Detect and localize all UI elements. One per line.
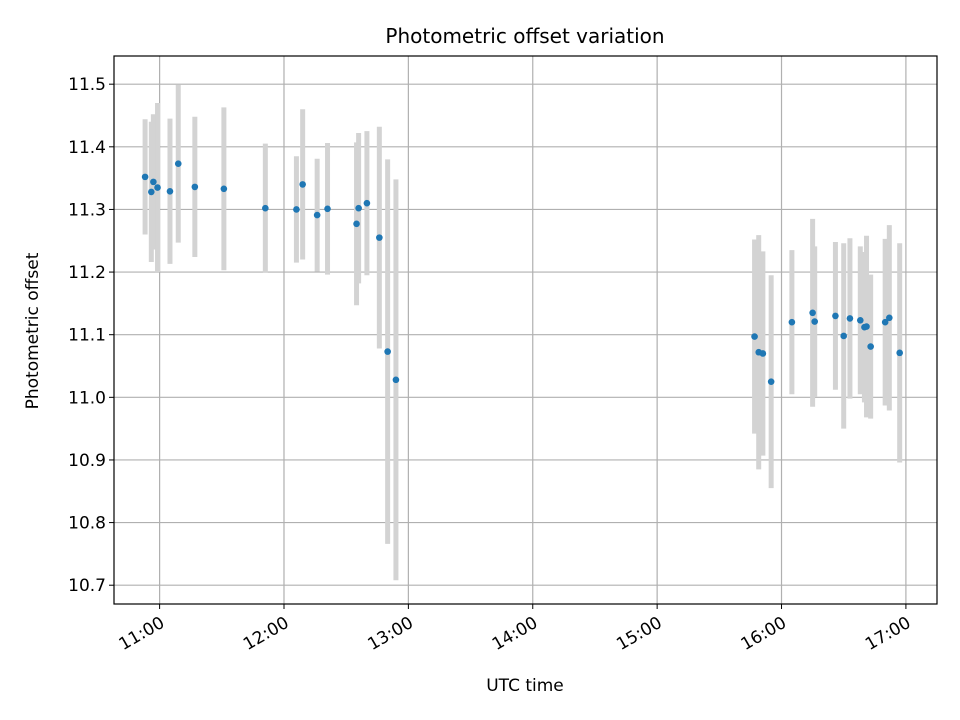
data-point (759, 350, 767, 357)
data-point (881, 318, 889, 326)
data-point (363, 199, 371, 207)
data-point (867, 343, 874, 350)
data-point (856, 316, 864, 324)
data-point (150, 178, 157, 186)
data-point (148, 188, 155, 196)
y-tick-label: 10.9 (68, 451, 106, 471)
grid-layer (114, 56, 937, 604)
plot-frame (113, 55, 938, 605)
data-point (846, 315, 854, 322)
data-point (262, 204, 269, 212)
data-point (299, 181, 306, 188)
y-tick-label: 11.3 (68, 200, 106, 220)
x-axis-label: UTC time (486, 676, 564, 696)
data-point (751, 333, 758, 340)
data-point (313, 211, 321, 219)
y-tick-label: 10.8 (68, 514, 106, 534)
data-point (886, 314, 893, 322)
data-point (191, 183, 199, 191)
data-point (832, 312, 839, 320)
data-point (353, 220, 360, 228)
data-point (788, 318, 796, 326)
data-point (141, 173, 149, 181)
y-tick-label: 11.2 (68, 263, 106, 283)
data-point (811, 318, 818, 325)
y-tick-label: 11.4 (68, 138, 106, 158)
data-point (293, 206, 300, 213)
data-point (154, 184, 161, 191)
data-point (220, 185, 228, 193)
data-point (863, 323, 870, 330)
data-point (174, 160, 182, 168)
chart-title: Photometric offset variation (385, 24, 664, 48)
data-point (324, 205, 331, 213)
data-point (355, 204, 362, 212)
data-point (840, 332, 848, 340)
data-point (384, 348, 391, 355)
y-tick-label: 11.5 (68, 75, 106, 95)
data-point (767, 378, 775, 385)
data-point (896, 349, 903, 357)
data-point (809, 309, 816, 317)
data-point (376, 234, 383, 241)
y-tick-label: 11.1 (68, 326, 106, 346)
point-layer (141, 160, 903, 385)
data-point (392, 376, 400, 384)
data-point (166, 187, 174, 195)
y-tick-label: 11.0 (68, 388, 106, 408)
y-axis-label: Photometric offset (23, 252, 43, 409)
y-tick-label: 10.7 (68, 576, 106, 596)
